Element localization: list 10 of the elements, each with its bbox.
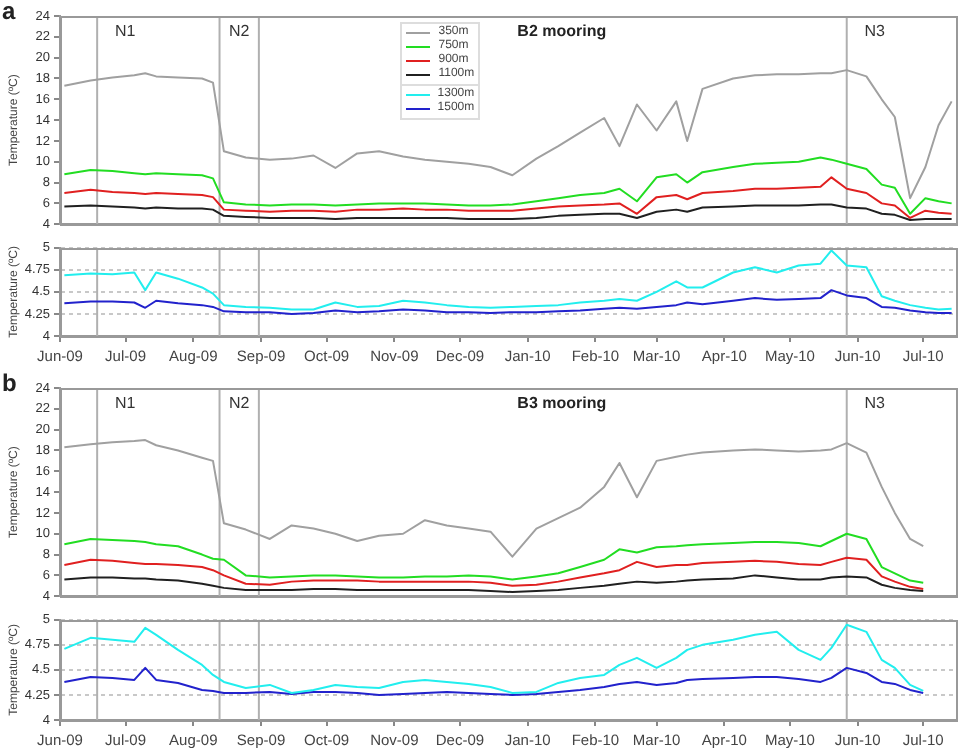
ref-line-label: N1 bbox=[114, 394, 137, 413]
ref-line-label: N1 bbox=[114, 22, 137, 41]
ref-line-label: N3 bbox=[864, 22, 887, 41]
chart-title: B3 mooring bbox=[517, 394, 607, 413]
chart-title: B2 mooring bbox=[517, 22, 607, 41]
ref-line-label: N2 bbox=[228, 394, 251, 413]
ref-line-label: N3 bbox=[864, 394, 887, 413]
ref-line-label: N2 bbox=[228, 22, 251, 41]
text: a bbox=[2, 0, 16, 25]
text: b bbox=[2, 368, 17, 397]
